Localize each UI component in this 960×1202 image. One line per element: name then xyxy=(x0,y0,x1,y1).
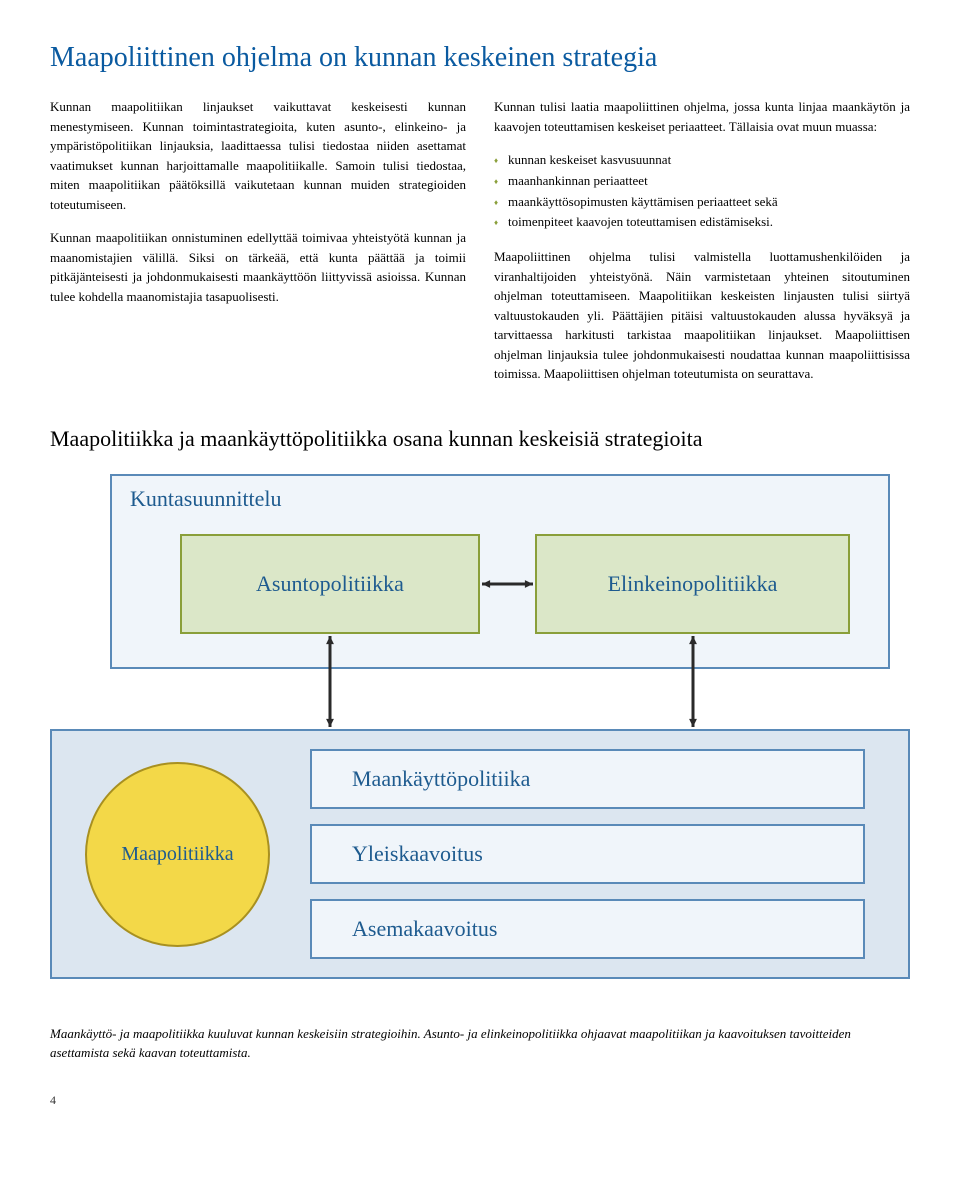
right-p2: Maapoliittinen ohjelma tulisi valmistell… xyxy=(494,247,910,384)
diagram-box: Maankäyttöpolitiika xyxy=(310,749,865,809)
left-p2: Kunnan maapolitiikan onnistuminen edelly… xyxy=(50,228,466,306)
page-number: 4 xyxy=(50,1093,910,1108)
bullet-list: kunnan keskeiset kasvusuunnatmaanhankinn… xyxy=(494,150,910,233)
right-column: Kunnan tulisi laatia maapoliittinen ohje… xyxy=(494,97,910,398)
text-columns: Kunnan maapolitiikan linjaukset vaikutta… xyxy=(50,97,910,398)
main-heading: Maapoliittinen ohjelma on kunnan keskein… xyxy=(50,40,910,75)
double-arrow-icon xyxy=(472,574,543,594)
bullet-item: maanhankinnan periaatteet xyxy=(494,171,910,192)
left-p1: Kunnan maapolitiikan linjaukset vaikutta… xyxy=(50,97,466,214)
diagram-circle: Maapolitiikka xyxy=(85,762,270,947)
double-arrow-icon xyxy=(683,626,703,737)
diagram-heading: Maapolitiikka ja maankäyttöpolitiikka os… xyxy=(50,426,910,452)
bullet-item: toimenpiteet kaavojen toteuttamisen edis… xyxy=(494,212,910,233)
diagram-caption: Maankäyttö- ja maapolitiikka kuuluvat ku… xyxy=(50,1024,910,1063)
strategy-diagram: KuntasuunnitteluAsuntopolitiikkaElinkein… xyxy=(50,474,910,1014)
diagram-box: Asemakaavoitus xyxy=(310,899,865,959)
left-column: Kunnan maapolitiikan linjaukset vaikutta… xyxy=(50,97,466,398)
right-p1: Kunnan tulisi laatia maapoliittinen ohje… xyxy=(494,97,910,136)
diagram-box: Elinkeinopolitiikka xyxy=(535,534,850,634)
double-arrow-icon xyxy=(320,626,340,737)
diagram-box: Yleiskaavoitus xyxy=(310,824,865,884)
bullet-item: kunnan keskeiset kasvusuunnat xyxy=(494,150,910,171)
diagram-box: Asuntopolitiikka xyxy=(180,534,480,634)
bullet-item: maankäyttösopimusten käyttämisen periaat… xyxy=(494,192,910,213)
